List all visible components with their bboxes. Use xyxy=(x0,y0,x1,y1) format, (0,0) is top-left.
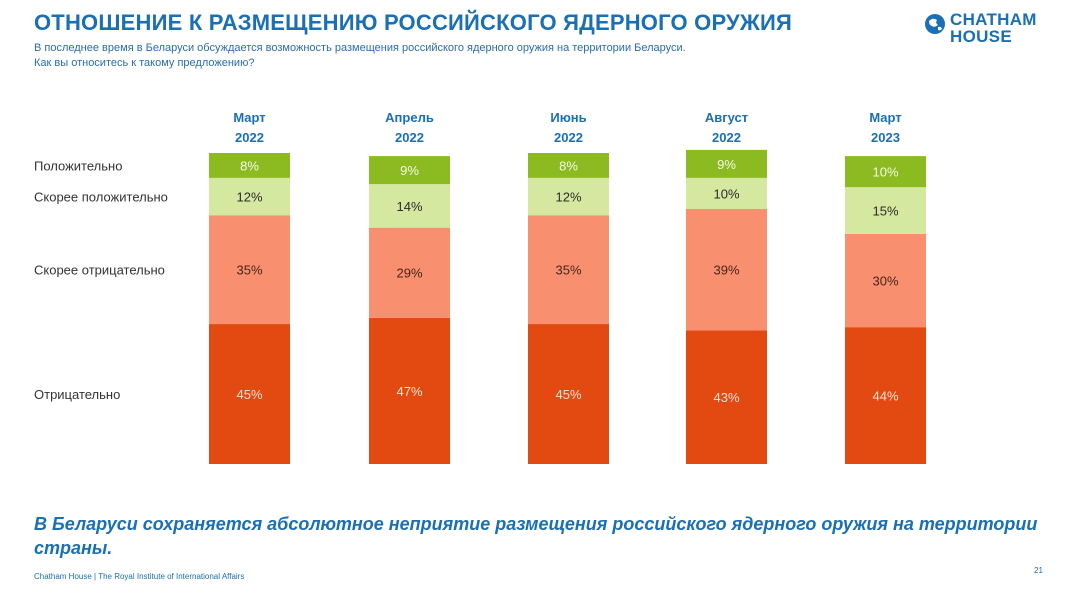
footer-text: Chatham House | The Royal Institute of I… xyxy=(34,572,245,581)
data-label: 45% xyxy=(236,387,262,402)
bar-segment xyxy=(528,324,609,464)
bar-segment xyxy=(845,233,926,328)
category-label: Июнь xyxy=(550,110,586,125)
bar-segment xyxy=(845,187,926,234)
data-label: 35% xyxy=(236,263,262,278)
bar-segment xyxy=(369,184,450,228)
bar-segment xyxy=(209,153,290,178)
legend-label: Отрицательно xyxy=(34,387,120,402)
bar-segment xyxy=(845,327,926,464)
category-label: Апрель xyxy=(385,110,434,125)
category-label: 2022 xyxy=(395,130,424,145)
bar-segment xyxy=(209,215,290,325)
page-number: 21 xyxy=(1034,566,1043,575)
bar-segment xyxy=(209,177,290,216)
data-label: 35% xyxy=(555,263,581,278)
legend-label: Скорее отрицательно xyxy=(34,263,165,278)
data-label: 39% xyxy=(713,263,739,278)
stacked-bar-chart: Март 2022 Апрель 2022 Июнь 2022 Август 2022 Март… xyxy=(34,110,926,464)
bar-segment xyxy=(528,215,609,325)
data-label: 44% xyxy=(872,389,898,404)
data-label: 12% xyxy=(236,190,262,205)
data-label: 8% xyxy=(240,158,259,173)
logo-line-2: HOUSE xyxy=(950,27,1012,46)
category-label: Август xyxy=(705,110,748,125)
data-label: 8% xyxy=(559,158,578,173)
data-label: 12% xyxy=(555,190,581,205)
key-takeaway: В Беларуси сохраняется абсолютное неприя… xyxy=(34,514,1038,558)
survey-question: В последнее время в Беларуси обсуждается… xyxy=(34,41,934,71)
bar-segment xyxy=(686,330,767,464)
page-title: ОТНОШЕНИЕ К РАЗМЕЩЕНИЮ РОССИЙСКОГО ЯДЕРН… xyxy=(34,10,793,35)
legend-label: Положительно xyxy=(34,158,122,173)
data-label: 10% xyxy=(872,165,898,180)
bar-segment xyxy=(369,317,450,464)
bar-segment xyxy=(528,153,609,178)
bar-segment xyxy=(686,208,767,331)
survey-question-line-2: Как вы относитесь к такому предложению? xyxy=(34,57,255,69)
legend-label: Скорее положительно xyxy=(34,190,168,205)
data-label: 9% xyxy=(400,163,419,178)
bar-segment xyxy=(369,156,450,185)
category-label: 2023 xyxy=(871,130,900,145)
data-label: 30% xyxy=(872,274,898,289)
chatham-house-logo: CHATHAM HOUSE xyxy=(924,11,1064,51)
category-label: Март xyxy=(869,110,901,125)
data-label: 47% xyxy=(396,384,422,399)
data-label: 29% xyxy=(396,266,422,281)
data-label: 10% xyxy=(713,186,739,201)
bar-segment xyxy=(528,177,609,216)
bar-segment xyxy=(209,324,290,464)
category-label: 2022 xyxy=(554,130,583,145)
category-label: 2022 xyxy=(235,130,264,145)
data-label: 14% xyxy=(396,199,422,214)
data-label: 45% xyxy=(555,387,581,402)
survey-question-line-1: В последнее время в Беларуси обсуждается… xyxy=(34,42,686,54)
globe-icon xyxy=(925,14,945,34)
logo-line-1: CHATHAM xyxy=(950,10,1037,29)
category-label: 2022 xyxy=(712,130,741,145)
bar-segment xyxy=(845,156,926,188)
data-label: 15% xyxy=(872,204,898,219)
bar-segment xyxy=(686,177,767,209)
data-label: 9% xyxy=(717,157,736,172)
category-label: Март xyxy=(233,110,265,125)
bar-segment xyxy=(369,227,450,318)
data-label: 43% xyxy=(713,390,739,405)
bar-segment xyxy=(686,149,767,178)
